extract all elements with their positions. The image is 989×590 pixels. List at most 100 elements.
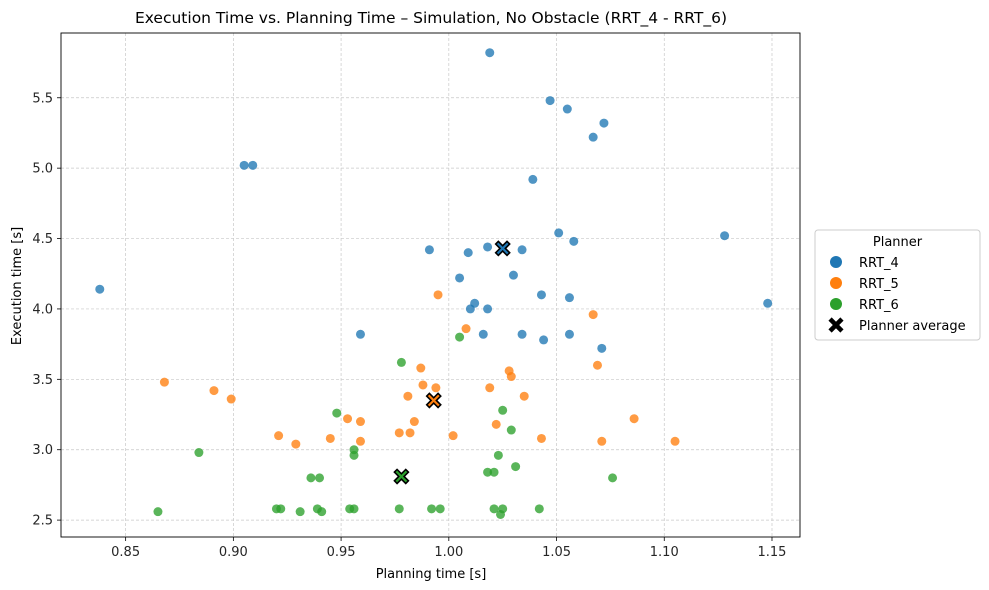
point-rrt-5 (418, 380, 428, 390)
legend-marker-rrt-5 (830, 277, 842, 289)
legend: Planner RRT_4 RRT_5 RRT_6 Planner average (814, 229, 981, 341)
grid (61, 33, 800, 537)
point-rrt-4 (483, 304, 493, 314)
legend-label: RRT_6 (859, 298, 899, 313)
point-rrt-5 (506, 372, 516, 382)
point-rrt-4 (239, 160, 249, 170)
point-rrt-4 (528, 174, 538, 184)
point-rrt-4 (545, 96, 555, 106)
average-markers (393, 240, 511, 485)
point-rrt-4 (248, 160, 258, 170)
point-rrt-6 (396, 357, 406, 367)
point-rrt-4 (554, 228, 564, 238)
point-rrt-5 (485, 383, 495, 393)
point-rrt-5 (448, 431, 458, 441)
point-rrt-4 (483, 242, 493, 252)
point-rrt-6 (332, 408, 342, 418)
point-rrt-6 (489, 504, 499, 514)
point-rrt-5 (491, 419, 501, 429)
point-rrt-4 (539, 335, 549, 345)
point-rrt-5 (209, 386, 219, 396)
point-rrt-5 (433, 290, 443, 300)
point-rrt-4 (536, 290, 546, 300)
point-rrt-6 (435, 504, 445, 514)
point-rrt-6 (194, 448, 204, 458)
chart-title: Execution Time vs. Planning Time – Simul… (135, 9, 727, 28)
average-marker-rrt-5 (425, 392, 442, 409)
point-rrt-6 (276, 504, 286, 514)
point-rrt-4 (597, 343, 607, 353)
point-rrt-4 (763, 298, 773, 308)
point-rrt-4 (485, 48, 495, 58)
legend-box (814, 229, 981, 341)
y-tick-label: 5.5 (32, 91, 53, 106)
point-rrt-6 (349, 504, 359, 514)
point-rrt-5 (461, 324, 471, 334)
point-rrt-4 (465, 304, 475, 314)
point-rrt-4 (720, 231, 730, 241)
point-rrt-4 (517, 329, 527, 339)
point-rrt-6 (455, 332, 465, 342)
x-tick-label: 0.85 (111, 545, 140, 560)
point-rrt-5 (405, 428, 415, 438)
average-marker-rrt-6 (393, 468, 410, 485)
plot-frame (60, 32, 801, 538)
point-rrt-6 (496, 509, 506, 519)
point-rrt-6 (608, 473, 618, 483)
point-rrt-5 (159, 377, 169, 387)
point-rrt-4 (564, 329, 574, 339)
y-tick-label: 4.5 (32, 232, 53, 247)
point-rrt-4 (424, 245, 434, 255)
point-rrt-6 (534, 504, 544, 514)
point-rrt-6 (394, 504, 404, 514)
point-rrt-6 (427, 504, 437, 514)
point-rrt-6 (489, 467, 499, 477)
point-rrt-5 (343, 414, 353, 424)
point-rrt-4 (569, 236, 579, 246)
point-rrt-5 (597, 436, 607, 446)
point-rrt-5 (325, 433, 335, 443)
point-rrt-6 (498, 405, 508, 415)
point-rrt-4 (564, 293, 574, 303)
point-rrt-5 (416, 363, 426, 373)
x-tick-label: 1.10 (650, 545, 679, 560)
axis-ticks: 0.85 0.90 0.95 1.00 1.05 1.10 1.15 2.5 3.0 3.5 4.0… (32, 91, 786, 560)
point-rrt-4 (355, 329, 365, 339)
point-rrt-5 (431, 383, 441, 393)
point-rrt-5 (291, 439, 301, 449)
point-rrt-4 (508, 270, 518, 280)
x-tick-label: 1.00 (434, 545, 463, 560)
point-rrt-4 (588, 132, 598, 142)
point-rrt-4 (478, 329, 488, 339)
point-rrt-5 (226, 394, 236, 404)
legend-marker-planner-average (828, 317, 844, 333)
point-rrt-5 (409, 417, 419, 427)
point-rrt-5 (588, 310, 598, 320)
x-axis-title: Planning time [s] (376, 567, 487, 582)
point-rrt-5 (592, 360, 602, 370)
point-rrt-5 (355, 436, 365, 446)
point-rrt-6 (306, 473, 316, 483)
x-tick-label: 1.15 (758, 545, 787, 560)
point-rrt-6 (317, 507, 327, 517)
point-rrt-6 (315, 473, 325, 483)
point-rrt-6 (153, 507, 163, 517)
point-rrt-6 (349, 450, 359, 460)
y-tick-label: 3.5 (32, 373, 53, 388)
point-rrt-5 (670, 436, 680, 446)
y-tick-label: 5.0 (32, 162, 53, 177)
point-rrt-5 (519, 391, 529, 401)
legend-title: Planner (873, 235, 923, 250)
point-rrt-4 (517, 245, 527, 255)
y-tick-label: 2.5 (32, 514, 53, 529)
legend-marker-rrt-4 (830, 256, 842, 268)
point-rrt-4 (463, 248, 473, 258)
legend-label: RRT_5 (859, 277, 899, 292)
point-rrt-6 (483, 467, 493, 477)
y-tick-label: 4.0 (32, 302, 53, 317)
point-rrt-6 (493, 450, 503, 460)
point-rrt-4 (455, 273, 465, 283)
point-rrt-6 (295, 507, 305, 517)
y-axis-title: Execution time [s] (10, 227, 25, 345)
